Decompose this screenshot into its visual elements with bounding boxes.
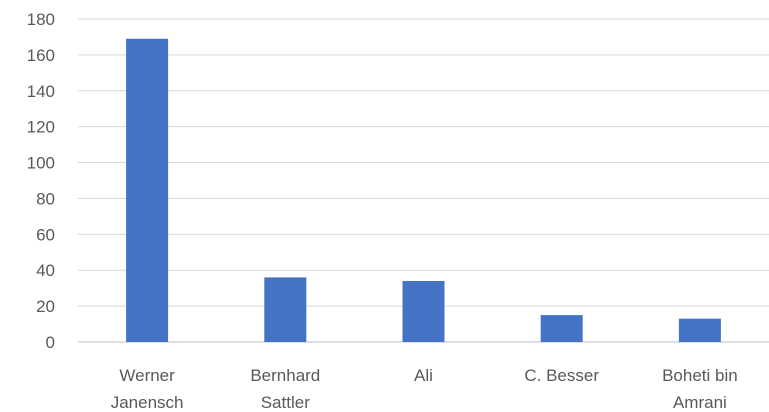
x-category-label-line: Sattler: [261, 393, 310, 412]
x-category-label-line: Werner: [119, 366, 175, 385]
y-tick-label: 80: [36, 189, 55, 208]
bar: [540, 315, 583, 342]
x-category-label: C. Besser: [524, 366, 599, 385]
x-category-label-line: Ali: [414, 366, 433, 385]
y-tick-label: 140: [27, 82, 55, 101]
y-tick-label: 120: [27, 118, 55, 137]
x-category-label-line: Bernhard: [250, 366, 320, 385]
y-tick-label: 180: [27, 10, 55, 29]
x-category-label: Boheti bin Amrani: [662, 366, 738, 412]
y-tick-label: 160: [27, 46, 55, 65]
x-category-label-line: Janensch: [111, 393, 184, 412]
bar: [126, 38, 169, 342]
y-tick-label: 60: [36, 225, 55, 244]
x-category-label: Werner Janensch: [111, 366, 184, 412]
y-tick-label: 40: [36, 261, 55, 280]
bar: [402, 280, 445, 342]
x-axis-labels: Werner Janensch Bernhard Sattler Ali C. Besse…: [111, 366, 738, 412]
bar: [264, 277, 307, 342]
x-category-label: Bernhard Sattler: [250, 366, 320, 412]
y-tick-label: 20: [36, 297, 55, 316]
bar: [678, 318, 721, 342]
y-tick-label: 0: [46, 333, 55, 352]
y-tick-label: 100: [27, 154, 55, 173]
x-category-label-line: Boheti bin: [662, 366, 738, 385]
gridlines: [78, 18, 769, 343]
x-category-label: Ali: [414, 366, 433, 385]
bars: [126, 38, 721, 342]
y-axis-ticks: 0 20 40 60 80 100 120 140 160 180: [27, 10, 55, 352]
x-category-label-line: C. Besser: [524, 366, 599, 385]
x-category-label-line: Amrani: [673, 393, 727, 412]
